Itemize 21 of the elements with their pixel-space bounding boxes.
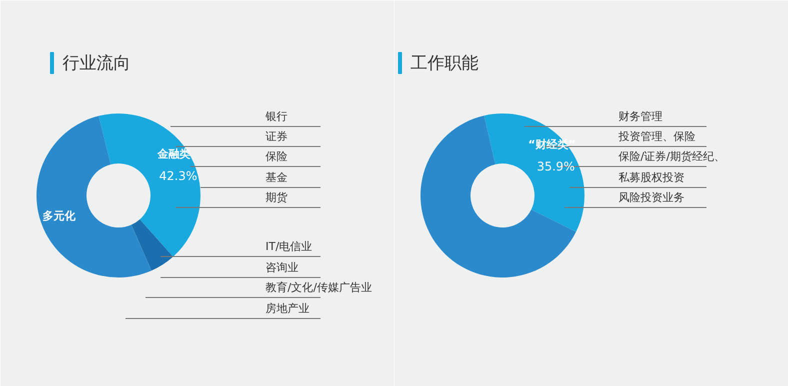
text: 证券 <box>266 130 288 143</box>
text: 房地产业 <box>266 302 310 315</box>
text: 财务管理 <box>618 110 662 123</box>
text: IT/电信业 <box>266 240 312 253</box>
slice-label: 金融类 <box>156 148 191 161</box>
text: 咨询业 <box>266 261 298 274</box>
text: 私募股权投资 <box>618 171 684 184</box>
text: 保险/证券/期货经纪、 <box>618 150 725 163</box>
data-label: 35.9% <box>536 159 575 174</box>
chart-title: 行业流向 <box>62 54 130 74</box>
text: 投资管理、保险 <box>618 130 696 143</box>
slice-label: 多元化 <box>42 209 76 222</box>
text: 银行 <box>264 110 288 123</box>
text: 教育/文化/传媒广告业 <box>266 281 372 294</box>
text: 期货 <box>266 191 288 204</box>
slice-label: “财经类” <box>528 138 576 151</box>
data-label: 42.3% <box>159 169 198 184</box>
chart-title: 工作职能 <box>410 54 478 74</box>
text: 保险 <box>266 150 288 163</box>
text: 风险投资业务 <box>618 191 684 204</box>
text: 基金 <box>266 171 288 184</box>
